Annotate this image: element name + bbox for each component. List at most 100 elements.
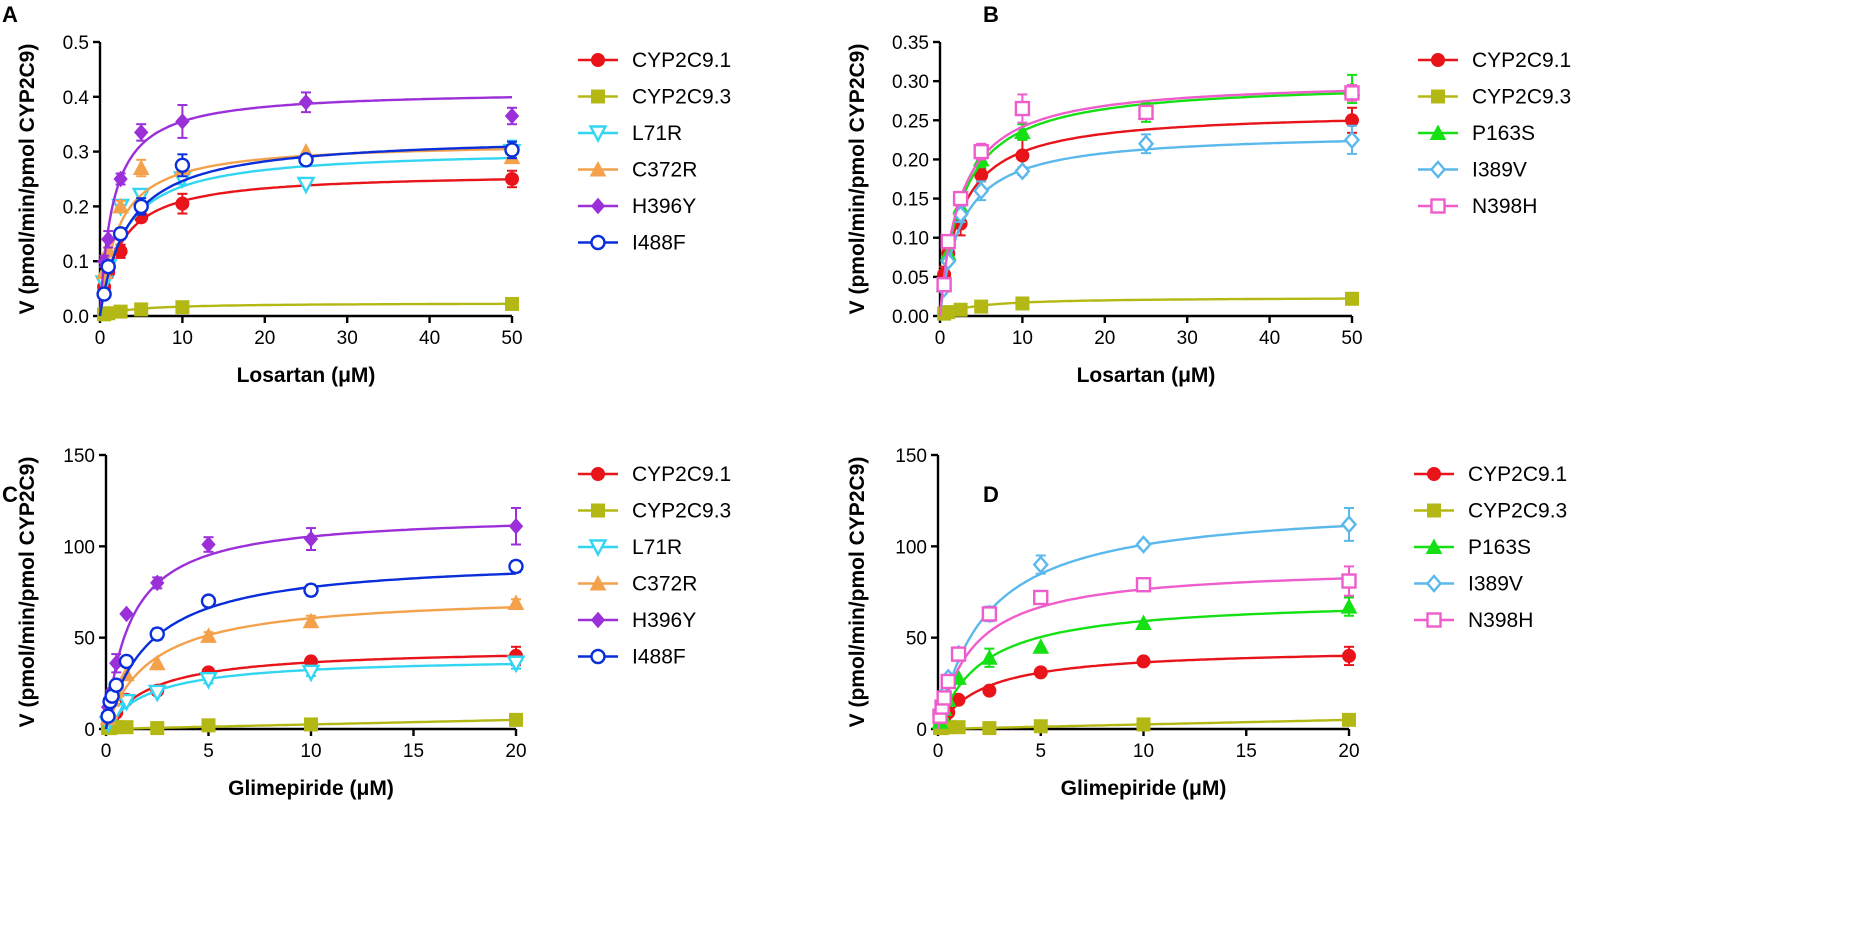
data-point (133, 198, 149, 215)
data-point (96, 286, 112, 302)
data-point (950, 646, 967, 662)
y-tick-label: 100 (63, 537, 95, 558)
x-tick-label: 15 (403, 741, 424, 762)
y-tick-label: 0.30 (892, 72, 929, 93)
series-i389v (936, 124, 1361, 317)
data-point (108, 677, 124, 693)
series-cyp2c9-3 (101, 712, 523, 736)
x-tick-label: 0 (101, 741, 112, 762)
legend-marker (591, 89, 605, 104)
legend-item: CYP2C9.1 (578, 463, 731, 486)
x-tick-label: 50 (501, 328, 522, 349)
legend-item: CYP2C9.3 (578, 86, 731, 109)
series-i488f (96, 140, 520, 317)
data-point (505, 296, 519, 311)
x-tick-label: 20 (1338, 741, 1359, 762)
y-axis-label: V (pmol/min/pmol CYP2C9) (846, 457, 869, 728)
legend-label: I389V (1468, 573, 1523, 596)
series-h396y (96, 91, 520, 316)
x-tick-label: 10 (172, 328, 193, 349)
legend-marker (591, 503, 605, 518)
y-tick-label: 0 (916, 720, 927, 741)
data-point (936, 690, 952, 706)
x-tick-label: 20 (505, 741, 526, 762)
fit-curve (98, 145, 513, 317)
legend-item: P163S (1418, 122, 1535, 145)
y-axis-label: V (pmol/min/pmol CYP2C9) (16, 44, 39, 315)
x-axis-label: Losartan (μM) (237, 364, 376, 387)
data-point (506, 655, 526, 674)
fit-curve (98, 302, 512, 318)
legend-label: CYP2C9.1 (632, 463, 731, 486)
panel-a: A 0.0 0.1 0.2 0.3 0.4 0.5 0 10 20 30 40 50 Losartan … (2, 2, 731, 387)
legend-marker (590, 648, 606, 665)
y-tick-label: 0.1 (63, 252, 89, 273)
data-point (1014, 100, 1031, 117)
legend-marker (1431, 89, 1445, 104)
data-point (298, 152, 314, 168)
data-point (1343, 130, 1361, 150)
x-tick-label: 5 (203, 741, 214, 762)
fit-curve (938, 89, 1353, 317)
data-point (505, 172, 519, 186)
legend-item: CYP2C9.3 (1414, 500, 1567, 523)
data-point (302, 612, 320, 629)
legend-marker (588, 539, 608, 558)
y-tick-label: 0.4 (63, 88, 90, 109)
legend-marker (1427, 503, 1441, 518)
legend-item: L71R (578, 122, 682, 145)
x-tick-label: 10 (1012, 328, 1033, 349)
x-axis-label: Glimepiride (μM) (228, 777, 394, 800)
legend-item: CYP2C9.1 (578, 49, 731, 72)
data-point (1135, 535, 1152, 554)
data-point (1135, 614, 1152, 631)
y-tick-label: 100 (895, 537, 927, 558)
data-point (508, 517, 524, 535)
data-point (1137, 134, 1155, 154)
legend-item: H396Y (578, 609, 696, 632)
data-point (1033, 665, 1048, 680)
legend-label: P163S (1468, 536, 1531, 559)
data-point (174, 157, 191, 174)
fit-curve (98, 147, 513, 317)
series-n398h (936, 84, 1360, 317)
data-point (298, 94, 314, 111)
panel-b: B 0.00 0.05 0.10 0.15 0.20 0.25 0.30 0.35 0 10 20 3… (846, 2, 1571, 387)
legend-item: C372R (578, 573, 697, 596)
legend-item: CYP2C9.1 (1414, 463, 1567, 486)
data-point (149, 626, 165, 642)
legend-label: CYP2C9.3 (632, 500, 731, 523)
x-axis-label: Losartan (μM) (1077, 364, 1216, 387)
legend-marker (590, 197, 606, 215)
x-tick-label: 10 (1133, 741, 1154, 762)
data-point (952, 190, 969, 207)
x-tick-label: 0 (933, 741, 944, 762)
data-point (112, 226, 129, 242)
y-tick-label: 0.5 (63, 33, 89, 54)
data-point (982, 683, 997, 698)
legend-label: CYP2C9.3 (1472, 86, 1571, 109)
legend-label: I389V (1472, 159, 1527, 182)
y-axis-label: V (pmol/min/pmol CYP2C9) (846, 44, 869, 315)
legend-label: N398H (1472, 195, 1537, 218)
fit-curve (938, 92, 1353, 317)
x-tick-label: 30 (337, 328, 358, 349)
data-point (507, 594, 525, 610)
x-tick-label: 20 (254, 328, 275, 349)
y-tick-label: 0.25 (892, 111, 929, 132)
fit-curve (98, 96, 513, 316)
data-point (201, 718, 216, 733)
x-tick-label: 40 (1259, 328, 1280, 349)
data-point (100, 708, 116, 724)
data-point (1138, 104, 1154, 121)
data-point (132, 159, 150, 176)
panel-letter-b: B (983, 2, 999, 27)
legend-marker (589, 574, 607, 591)
data-point (100, 258, 116, 275)
legend-item: N398H (1418, 195, 1537, 218)
data-point (973, 181, 990, 201)
x-tick-label: 50 (1341, 328, 1362, 349)
data-point (953, 302, 968, 317)
legend-marker (590, 611, 606, 629)
y-axis-label: V (pmol/min/pmol CYP2C9) (16, 457, 39, 728)
